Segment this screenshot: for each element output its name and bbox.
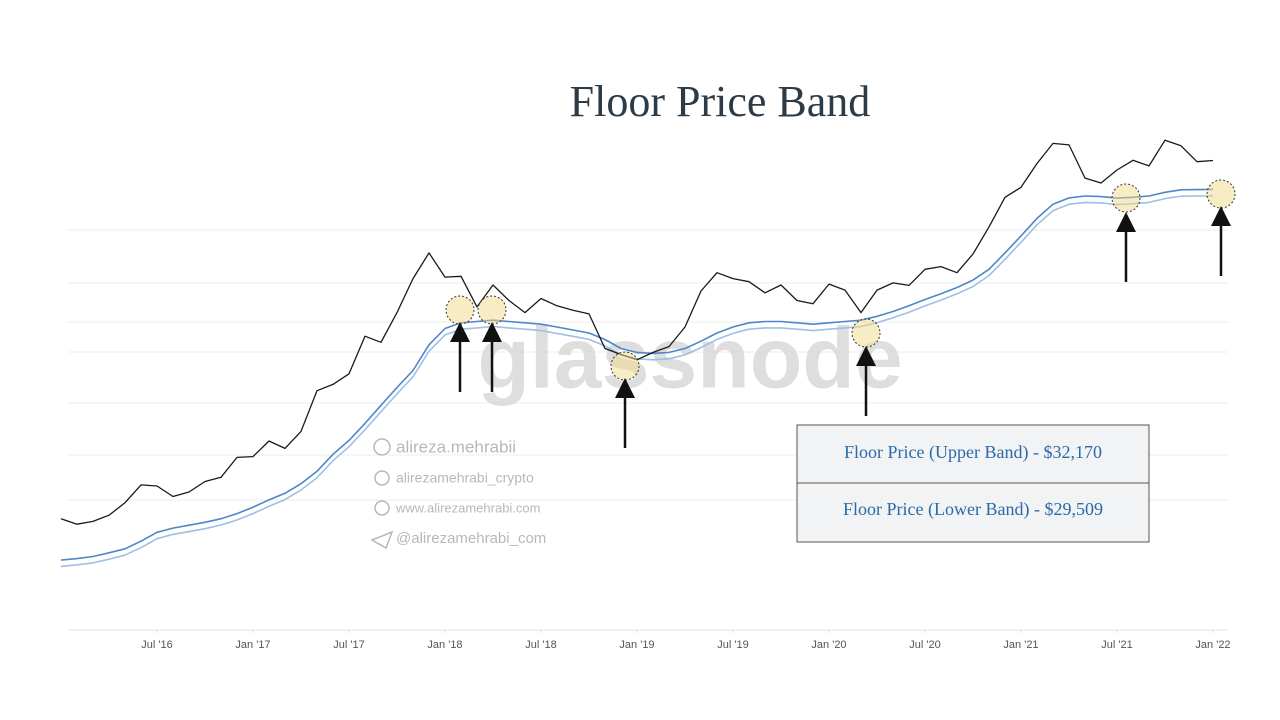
- annotation: Floor Price (Lower Band) - $29,509: [843, 499, 1103, 520]
- x-tick-label: Jan '22: [1195, 639, 1230, 651]
- highlight-circle: [1206, 179, 1236, 209]
- icon: [370, 530, 394, 550]
- icon: [373, 438, 391, 456]
- watermark: alireza.mehrabii: [396, 437, 516, 456]
- highlight-circle: [477, 295, 507, 325]
- x-tick-label: Jul '20: [909, 639, 940, 651]
- icon: [374, 500, 390, 516]
- arrows: [450, 206, 1231, 448]
- icon: [374, 470, 390, 486]
- series-line: [60, 188, 1214, 561]
- annotation-box: Floor Price (Upper Band) - $32,170 Floor…: [796, 424, 1150, 543]
- x-tick-label: Jul '16: [141, 639, 172, 651]
- x-tick-label: Jan '20: [811, 639, 846, 651]
- x-tick-label: Jul '21: [1101, 639, 1132, 651]
- plot-area: Jul '16 Jan '17 Jul '17 Jan '18 Jul '18 Jan '…: [60, 139, 1231, 651]
- watermark: glassnode: [477, 311, 902, 407]
- watermark: www.alirezamehrabi.com: [395, 500, 541, 515]
- highlight-circle: [610, 351, 640, 381]
- highlight-circle: [1111, 183, 1141, 213]
- x-tick-label: Jan '17: [235, 639, 270, 651]
- social-watermarks: alireza.mehrabii alirezamehrabi_crypto w…: [370, 437, 546, 550]
- x-tick-label: Jan '19: [619, 639, 654, 651]
- annotation: Floor Price (Upper Band) - $32,170: [844, 442, 1102, 463]
- x-tick-label: Jan '18: [427, 639, 462, 651]
- highlight-circle: [851, 318, 881, 348]
- watermark: @alirezamehrabi_com: [396, 530, 546, 547]
- x-tick-label: Jul '19: [717, 639, 748, 651]
- x-tick-label: Jul '18: [525, 639, 556, 651]
- x-tick-label: Jul '17: [333, 639, 364, 651]
- watermark: alirezamehrabi_crypto: [396, 470, 534, 486]
- x-tick-label: Jan '21: [1003, 639, 1038, 651]
- chart-title: Floor Price Band: [570, 77, 871, 126]
- highlight-circle: [445, 295, 475, 325]
